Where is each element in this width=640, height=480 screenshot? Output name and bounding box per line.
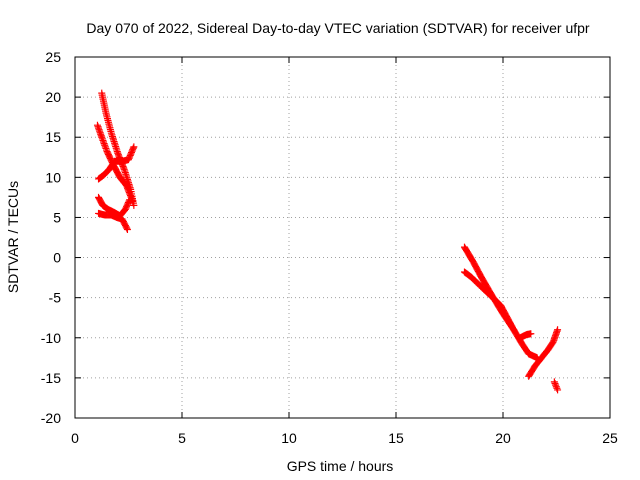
data-point (554, 386, 562, 394)
y-axis-label: SDTVAR / TECUs (5, 181, 21, 293)
y-tick-labels: -20 -15 -10 -5 0 5 10 15 20 25 (41, 49, 61, 426)
data-point (551, 380, 559, 388)
data-point (130, 143, 138, 151)
y-tick-label: 15 (45, 129, 61, 145)
data-point (510, 326, 518, 334)
data-point (126, 196, 134, 204)
data-point (552, 383, 560, 391)
x-axis-label: GPS time / hours (287, 458, 394, 474)
data-point (125, 197, 133, 205)
data-point (552, 381, 560, 389)
y-tick-label: -5 (49, 290, 62, 306)
y-tick-label: -20 (41, 410, 61, 426)
x-tick-labels: 0 5 10 15 20 25 (71, 430, 618, 446)
data-point (550, 378, 558, 386)
x-tick-label: 0 (71, 430, 79, 446)
chart-title: Day 070 of 2022, Sidereal Day-to-day VTE… (86, 20, 590, 36)
plot-frame (74, 56, 611, 419)
x-tick-label: 20 (495, 430, 511, 446)
x-tick-label: 10 (281, 430, 297, 446)
grid-lines (75, 57, 610, 418)
data-point (130, 201, 138, 209)
y-tick-label: 20 (45, 89, 61, 105)
y-tick-label: -10 (41, 330, 61, 346)
y-tick-label: 25 (45, 49, 61, 65)
y-tick-label: -15 (41, 370, 61, 386)
y-tick-label: 5 (53, 209, 61, 225)
data-point (123, 225, 131, 233)
data-point (553, 384, 561, 392)
data-point (509, 325, 517, 333)
axis-ticks (74, 56, 611, 419)
x-tick-label: 5 (178, 430, 186, 446)
y-tick-label: 0 (53, 250, 61, 266)
data-point (554, 326, 562, 334)
data-point (123, 224, 131, 232)
x-tick-label: 15 (388, 430, 404, 446)
x-tick-label: 25 (602, 430, 618, 446)
y-tick-label: 10 (45, 169, 61, 185)
data-point (527, 330, 535, 338)
data-points (93, 89, 562, 394)
